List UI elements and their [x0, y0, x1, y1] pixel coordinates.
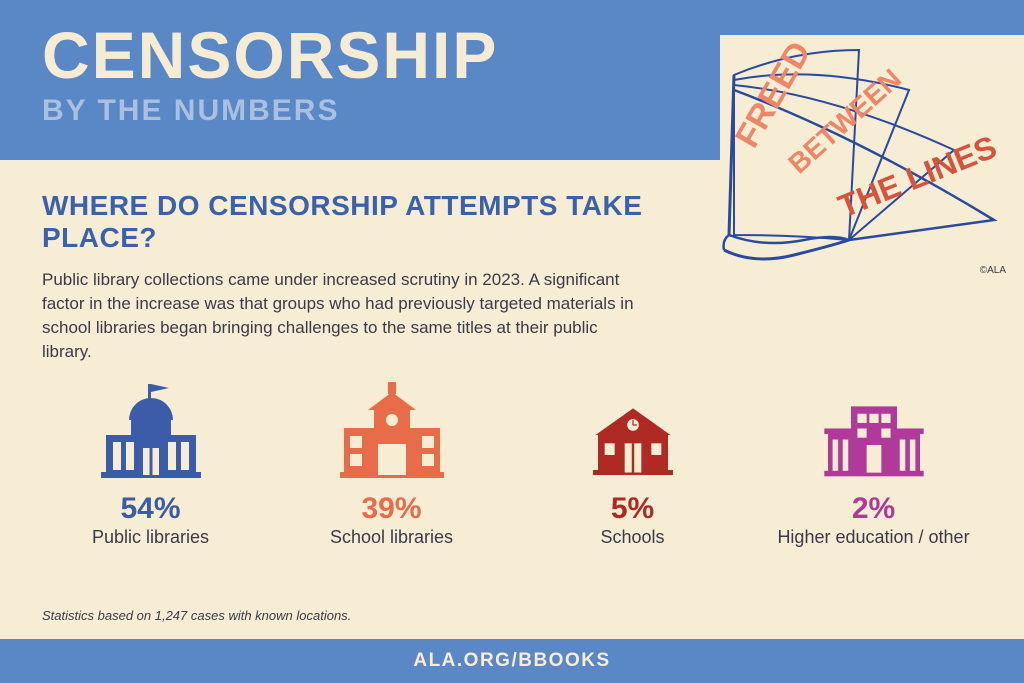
stat-label: School libraries: [330, 527, 453, 548]
subtitle: BY THE NUMBERS: [42, 94, 720, 128]
stat-percent: 54%: [120, 492, 180, 525]
stat-higher-ed: 2% Higher education / other: [764, 380, 984, 548]
stat-label: Public libraries: [92, 527, 209, 548]
stat-percent: 5%: [611, 492, 654, 525]
school-building-icon: [573, 380, 693, 480]
stat-school-libraries: 39% School libraries: [282, 380, 502, 548]
body-paragraph: Public library collections came under in…: [42, 268, 652, 363]
stat-schools: 5% Schools: [523, 380, 743, 548]
open-book-icon: FREED BETWEEN THE LINES: [704, 40, 1004, 280]
footer-url: ALA.ORG/BBOOKS: [413, 650, 610, 672]
stat-label: Higher education / other: [777, 527, 969, 548]
header-band: CENSORSHIP BY THE NUMBERS: [0, 0, 720, 160]
copyright-text: ©ALA: [980, 265, 1006, 276]
footer-band: ALA.ORG/BBOOKS: [0, 639, 1024, 683]
library-building-icon: [91, 380, 211, 480]
university-building-icon: [814, 380, 934, 480]
infographic-page: CENSORSHIP BY THE NUMBERS FREED BETWEEN …: [0, 0, 1024, 683]
main-title: CENSORSHIP: [42, 22, 720, 88]
stats-row: 54% Public libraries: [0, 380, 1024, 548]
stat-label: Schools: [600, 527, 664, 548]
section-heading: WHERE DO CENSORSHIP ATTEMPTS TAKE PLACE?: [42, 190, 652, 254]
content-block: WHERE DO CENSORSHIP ATTEMPTS TAKE PLACE?…: [42, 190, 652, 364]
school-library-icon: [332, 380, 452, 480]
stat-percent: 39%: [361, 492, 421, 525]
footnote-text: Statistics based on 1,247 cases with kno…: [42, 608, 351, 623]
stat-public-libraries: 54% Public libraries: [41, 380, 261, 548]
stat-percent: 2%: [852, 492, 895, 525]
